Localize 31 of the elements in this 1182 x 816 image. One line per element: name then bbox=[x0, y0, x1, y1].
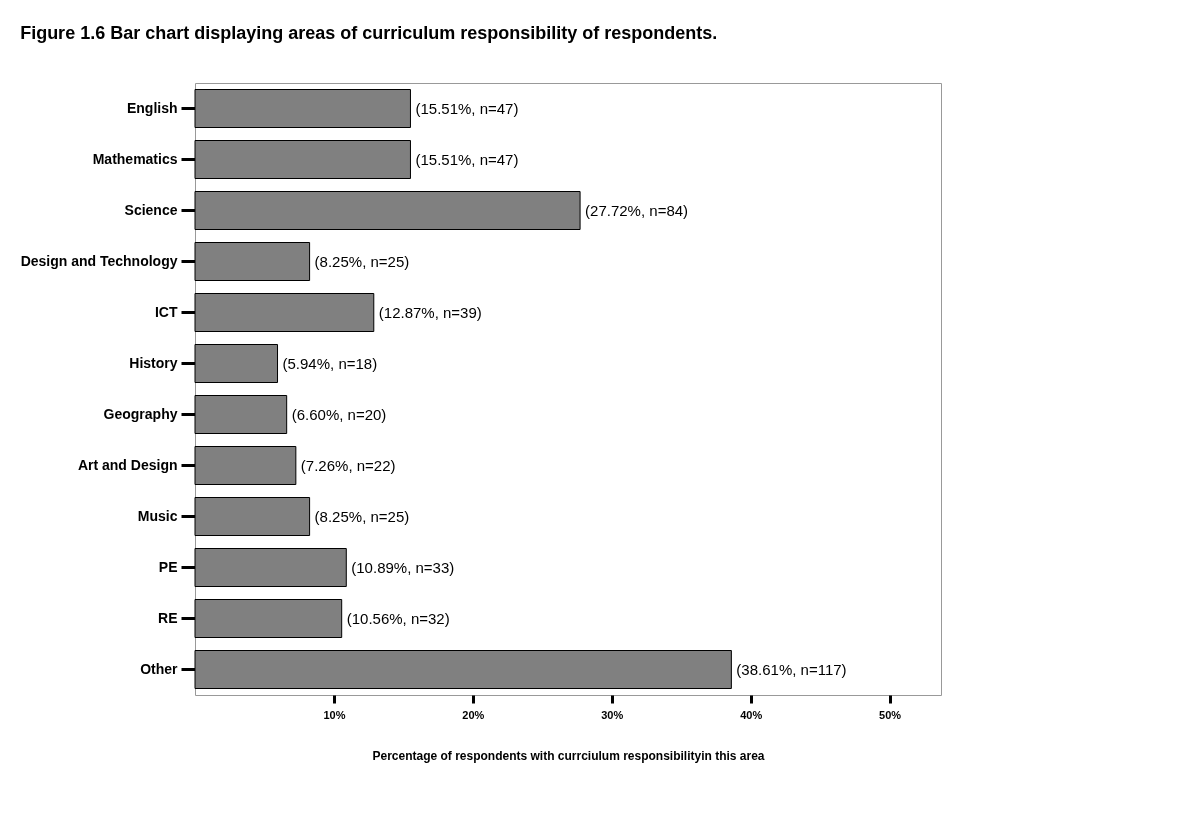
data-label: (8.25%, n=25) bbox=[314, 507, 410, 525]
x-tick-label: 40% bbox=[740, 708, 763, 721]
chart-title: Figure 1.6 Bar chart displaying areas of curriculum responsibility of respondents. bbox=[20, 23, 718, 43]
y-tick-label: History bbox=[129, 354, 178, 371]
y-tick-label: Other bbox=[140, 660, 179, 677]
x-tick-label: 10% bbox=[323, 708, 346, 721]
y-tick-label: Art and Design bbox=[77, 456, 178, 473]
x-tick-label: 20% bbox=[462, 708, 485, 721]
data-label: (7.26%, n=22) bbox=[300, 456, 396, 474]
y-tick-label: English bbox=[126, 99, 178, 116]
y-tick-label: Science bbox=[124, 201, 178, 218]
y-tick-label: ICT bbox=[154, 303, 178, 320]
data-label: (27.72%, n=84) bbox=[585, 201, 689, 219]
data-label: (5.94%, n=18) bbox=[282, 354, 378, 372]
y-tick-label: Music bbox=[137, 507, 178, 524]
y-tick-label: RE bbox=[158, 609, 178, 626]
data-label: (38.61%, n=117) bbox=[736, 660, 847, 678]
data-label: (8.25%, n=25) bbox=[314, 252, 410, 270]
data-label: (10.89%, n=33) bbox=[351, 558, 455, 576]
x-tick-label: 30% bbox=[601, 708, 624, 721]
y-tick-label: Design and Technology bbox=[20, 252, 178, 269]
x-tick-label: 50% bbox=[879, 708, 902, 721]
data-label: (10.56%, n=32) bbox=[346, 609, 450, 627]
data-label: (15.51%, n=47) bbox=[415, 99, 519, 117]
y-tick-label: Mathematics bbox=[92, 150, 178, 167]
data-label: (15.51%, n=47) bbox=[415, 150, 519, 168]
y-tick-label: PE bbox=[158, 558, 178, 575]
data-label: (12.87%, n=39) bbox=[378, 303, 482, 321]
y-tick-label: Geography bbox=[103, 405, 178, 422]
x-axis-title: Percentage of respondents with currciulum responsibilityin this area bbox=[372, 748, 765, 763]
data-label: (6.60%, n=20) bbox=[291, 405, 387, 423]
